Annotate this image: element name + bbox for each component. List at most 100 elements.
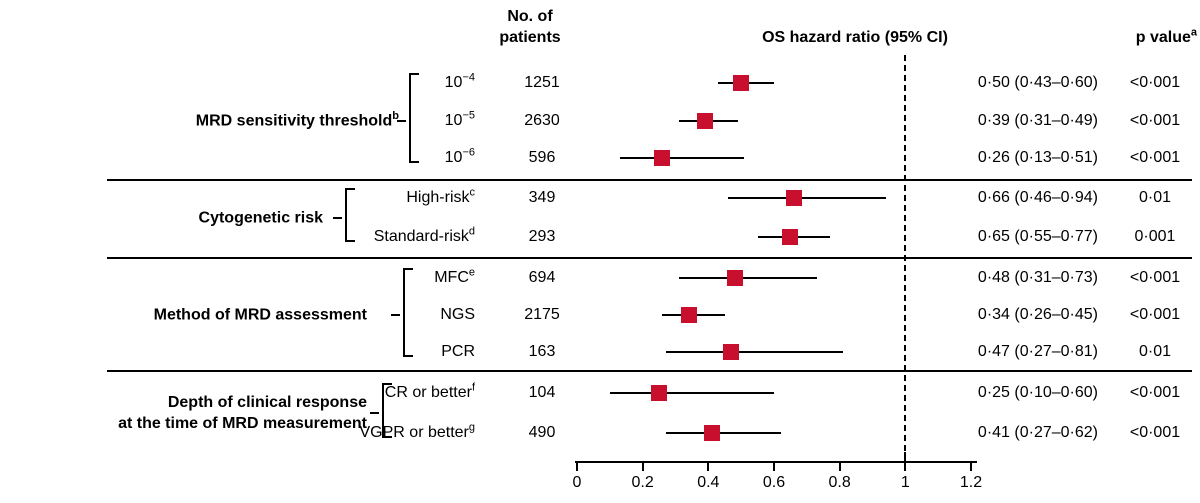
label-text: 10 xyxy=(444,112,463,129)
pvalue-header-superscript: a xyxy=(1190,26,1197,39)
label-superscript: −5 xyxy=(462,109,475,122)
patients-count: 293 xyxy=(528,228,556,245)
group-bracket-top-arm xyxy=(409,73,419,75)
separator-line xyxy=(107,257,1192,259)
x-axis-tick xyxy=(838,463,841,471)
separator-line xyxy=(107,370,1192,372)
label-superscript: g xyxy=(468,421,475,434)
patients-header-line1: No. of xyxy=(507,8,553,25)
hr-marker xyxy=(785,190,802,206)
group-bracket-bottom-arm xyxy=(382,436,392,438)
hr-marker xyxy=(733,75,750,91)
label-text: 10 xyxy=(444,149,463,166)
group-label-line: Cytogenetic risk xyxy=(198,209,323,226)
hazard-ratio-column-header: OS hazard ratio (95% CI) xyxy=(762,29,948,46)
hr-marker xyxy=(726,270,743,286)
x-axis-tick xyxy=(707,463,710,471)
patients-count: 104 xyxy=(528,384,556,401)
hr-marker xyxy=(697,113,714,129)
hr-ci-text: 0·47 (0·27–0·81) xyxy=(977,343,1098,360)
x-axis-tick-label: 0.6 xyxy=(762,474,786,491)
p-value-text: 0·001 xyxy=(1134,228,1176,245)
subgroup-label: 10−5 xyxy=(295,109,475,130)
label-superscript: −4 xyxy=(462,71,475,84)
hr-ci-text: 0·39 (0·31–0·49) xyxy=(977,112,1098,129)
x-axis-tick-label: 1.2 xyxy=(959,474,983,491)
separator-line xyxy=(107,179,1192,181)
x-axis xyxy=(575,461,977,463)
subgroup-label: 10−6 xyxy=(295,146,475,167)
x-axis-tick-label: 0 xyxy=(572,474,582,491)
group-label: Depth of clinical response at the time of… xyxy=(0,392,367,434)
ci-line xyxy=(609,392,774,394)
x-axis-tick xyxy=(641,463,644,471)
hr-marker xyxy=(680,307,697,323)
label-text: NGS xyxy=(440,306,475,323)
pvalue-header-text: p value xyxy=(1135,29,1191,46)
hr-ci-text: 0·34 (0·26–0·45) xyxy=(977,306,1098,323)
label-superscript: c xyxy=(469,186,476,199)
p-value-text: <0·001 xyxy=(1129,424,1181,441)
ci-line xyxy=(728,197,886,199)
subgroup-label: MFCe xyxy=(295,266,475,287)
hr-ci-text: 0·25 (0·10–0·60) xyxy=(977,384,1098,401)
ci-line xyxy=(665,432,781,434)
subgroup-label: PCR xyxy=(295,343,475,361)
patients-count: 1251 xyxy=(524,74,560,91)
label-text: High-risk xyxy=(406,189,470,206)
x-axis-tick xyxy=(772,463,775,471)
label-text: VGPR or better xyxy=(359,424,469,441)
hr-marker xyxy=(703,425,720,441)
hr-ci-text: 0·26 (0·13–0·51) xyxy=(977,149,1098,166)
group-bracket-top-arm xyxy=(403,268,413,270)
subgroup-label: CR or betterf xyxy=(295,381,475,402)
patients-count: 694 xyxy=(528,269,556,286)
ci-line xyxy=(619,157,745,159)
x-axis-tick-label: 0.2 xyxy=(631,474,654,491)
label-text: CR or better xyxy=(384,384,472,401)
label-superscript: f xyxy=(471,381,475,394)
p-value-text: 0·01 xyxy=(1138,189,1172,206)
hr-ci-text: 0·50 (0·43–0·60) xyxy=(977,74,1098,91)
group-bracket-connector xyxy=(391,314,400,316)
p-value-text: <0·001 xyxy=(1129,112,1181,129)
subgroup-label: Standard-riskd xyxy=(295,225,475,246)
group-bracket-stem xyxy=(345,188,347,242)
p-value-text: 0·01 xyxy=(1138,343,1172,360)
group-label-line: Depth of clinical response xyxy=(167,394,367,411)
p-value-text: <0·001 xyxy=(1129,269,1181,286)
subgroup-label: 10−4 xyxy=(295,71,475,92)
label-text: MFC xyxy=(434,269,469,286)
patients-count: 490 xyxy=(528,424,556,441)
patients-header-line2: patients xyxy=(499,29,561,46)
x-axis-tick xyxy=(969,463,972,471)
subgroup-label: NGS xyxy=(295,306,475,324)
subgroup-label: High-riskc xyxy=(295,186,476,207)
hr-marker xyxy=(723,344,740,360)
hr-marker xyxy=(651,385,668,401)
patients-count: 349 xyxy=(528,189,556,206)
group-bracket-stem xyxy=(382,383,384,438)
x-axis-tick-label: 0.4 xyxy=(697,474,720,491)
group-bracket-bottom-arm xyxy=(403,355,413,357)
hr-ci-text: 0·65 (0·55–0·77) xyxy=(977,228,1098,245)
p-value-text: <0·001 xyxy=(1129,74,1181,91)
group-label-line: Method of MRD assessment xyxy=(153,306,367,324)
p-value-text: <0·001 xyxy=(1129,384,1181,401)
hr-marker xyxy=(654,150,671,166)
label-superscript: e xyxy=(468,266,475,279)
group-bracket-stem xyxy=(409,73,411,163)
label-superscript: −6 xyxy=(462,146,475,159)
label-text: PCR xyxy=(441,343,475,360)
p-value-text: <0·001 xyxy=(1129,149,1181,166)
group-bracket-top-arm xyxy=(382,383,392,385)
group-bracket-bottom-arm xyxy=(345,240,355,242)
hr-marker xyxy=(782,229,799,245)
label-superscript: d xyxy=(468,225,475,238)
group-bracket-bottom-arm xyxy=(409,161,419,163)
hr-ci-text: 0·48 (0·31–0·73) xyxy=(977,269,1098,286)
group-label: MRD sensitivity thresholdb xyxy=(0,110,399,131)
patients-column-header: No. of patients xyxy=(460,6,600,48)
x-axis-tick-above xyxy=(904,452,907,461)
